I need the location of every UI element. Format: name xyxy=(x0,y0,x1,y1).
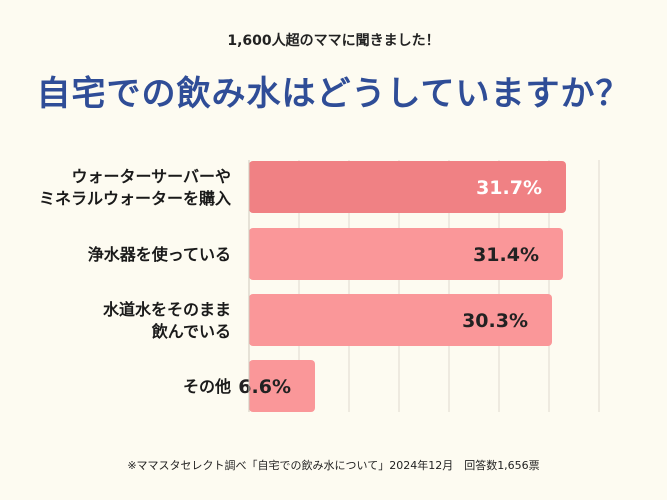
data-label: 6.6% xyxy=(238,376,291,398)
bar xyxy=(249,161,566,213)
chart-title: 自宅での飲み水はどうしていますか？ xyxy=(36,74,631,114)
category-label: ウォーターサーバーや xyxy=(71,167,231,186)
category-label: その他 xyxy=(183,377,231,396)
bar xyxy=(249,360,315,412)
category-label: 浄水器を使っている xyxy=(88,245,231,264)
category-label: ミネラルウォーターを購入 xyxy=(39,189,231,208)
footnote-source: ※ママスタセレクト調べ「自宅での飲み水について」2024年12月 回答数1,65… xyxy=(127,459,540,472)
bar xyxy=(249,228,563,280)
data-label: 31.7% xyxy=(476,177,542,199)
data-label: 30.3% xyxy=(462,310,528,332)
data-label: 31.4% xyxy=(473,244,539,266)
category-label: 飲んでいる xyxy=(151,322,231,341)
bar xyxy=(249,294,552,346)
category-label: 水道水をそのまま xyxy=(103,300,231,319)
chart-subtitle: 1,600人超のママに聞きました！ xyxy=(227,33,440,49)
